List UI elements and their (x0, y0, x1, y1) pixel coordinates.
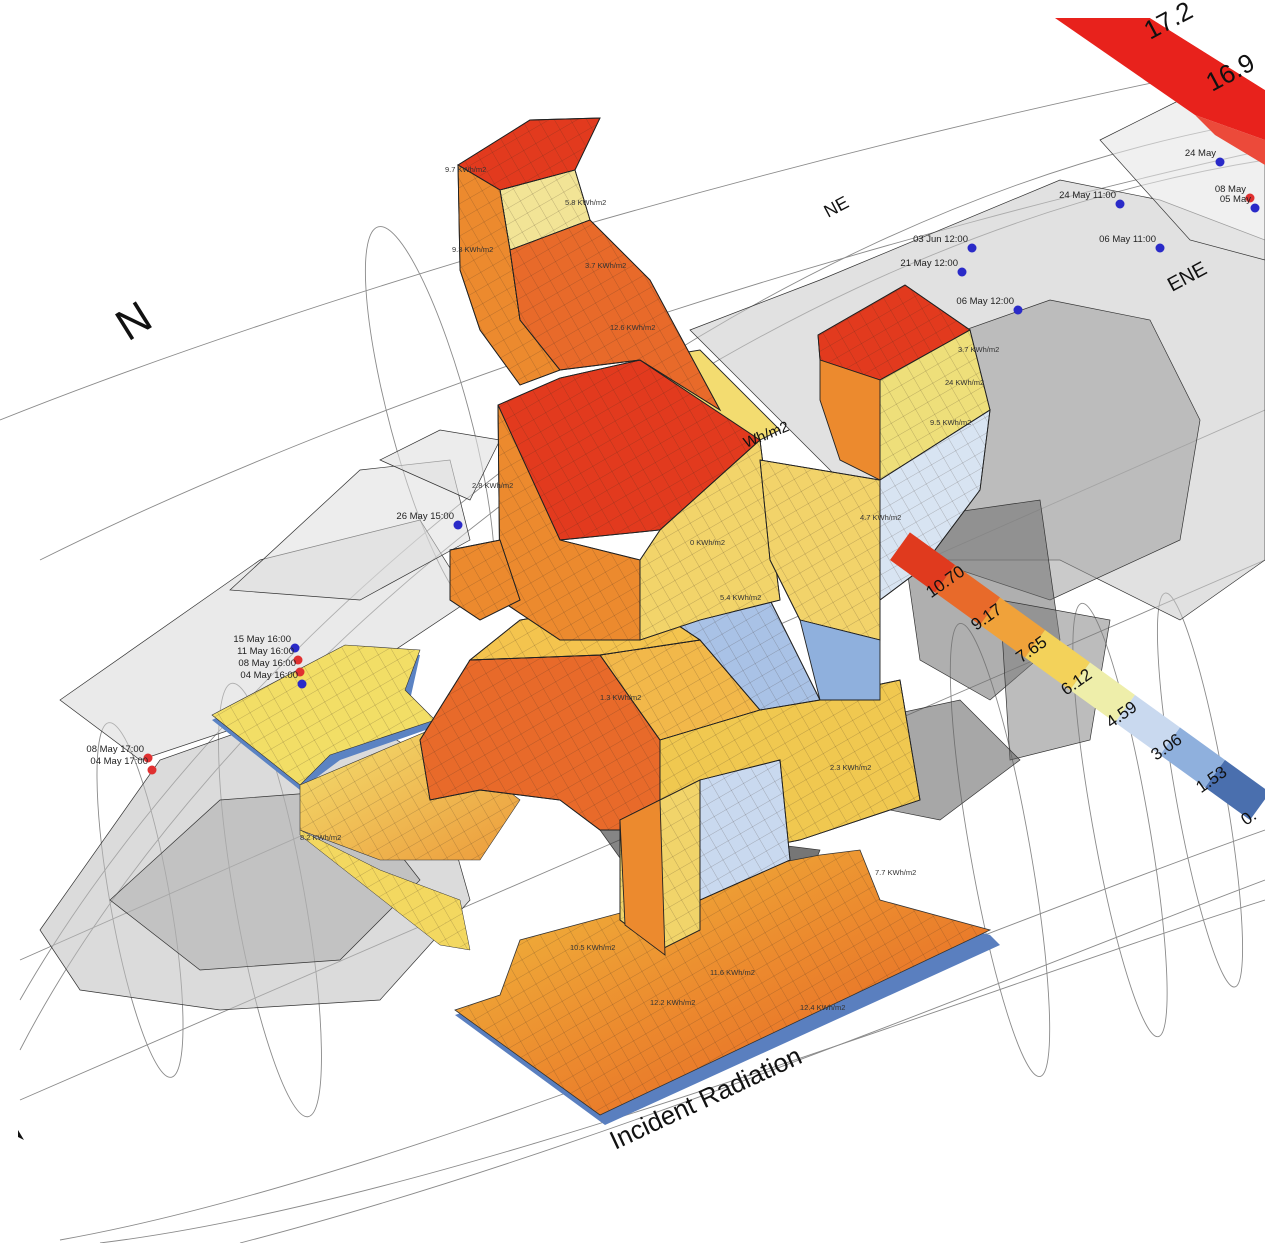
radiation-value-label: 10.5 KWh/m2 (570, 943, 615, 952)
sun-point-marker (968, 244, 977, 253)
radiation-value-label: 4.7 KWh/m2 (860, 513, 901, 522)
sun-point-marker (1216, 158, 1225, 167)
sun-point-label: 04 May 16:00 (240, 670, 298, 681)
sun-point-label: 21 May 12:00 (900, 258, 958, 269)
sun-point-label: 24 May 11:00 (1059, 190, 1116, 201)
radiation-value-label: 24 KWh/m2 (945, 378, 984, 387)
sun-point-marker (958, 268, 967, 277)
radiation-value-label: 8.2 KWh/m2 (300, 833, 341, 842)
radiation-value-label: 2.8 KWh/m2 (472, 481, 513, 490)
sun-point-label: 24 May (1185, 148, 1216, 159)
sun-point-label: 04 May 17:00 (90, 756, 148, 767)
north-arrow-icon (18, 1130, 24, 1140)
radiation-value-label: 2.3 KWh/m2 (830, 763, 871, 772)
sun-point-marker (454, 521, 463, 530)
radiation-value-label: 3.7 KWh/m2 (585, 261, 626, 270)
compass-northeast: NE (820, 192, 851, 221)
sun-point-label: 06 May 11:00 (1099, 234, 1156, 245)
sun-point-label: 08 May 16:00 (238, 658, 296, 669)
sun-point-label: 03 Jun 12:00 (913, 234, 968, 245)
radiation-value-label: 12.6 KWh/m2 (610, 323, 655, 332)
radiation-value-label: 5.4 KWh/m2 (720, 593, 761, 602)
sun-point-marker (1251, 204, 1260, 213)
radiation-value-label: 9.5 KWh/m2 (930, 418, 971, 427)
compass-north: N (107, 292, 160, 350)
radiation-value-label: 9.7 KWh/m2 (445, 165, 486, 174)
sun-point-marker (1156, 244, 1165, 253)
sun-point-label: 05 May (1220, 194, 1251, 205)
radiation-value-label: 11.6 KWh/m2 (710, 968, 755, 977)
sun-point-marker (298, 680, 307, 689)
radiation-value-label: 1.3 KWh/m2 (600, 693, 641, 702)
radiation-value-label: 0 KWh/m2 (690, 538, 725, 547)
sun-point-marker (148, 766, 157, 775)
sun-point-label: 06 May 12:00 (956, 296, 1014, 307)
radiation-value-label: 3.7 KWh/m2 (958, 345, 999, 354)
sun-point-marker (1116, 200, 1125, 209)
sun-point-marker (1014, 306, 1023, 315)
sun-point-label: 26 May 15:00 (396, 511, 454, 522)
radiation-value-label: 5.8 KWh/m2 (565, 198, 606, 207)
radiation-value-label: 9.3 KWh/m2 (452, 245, 493, 254)
radiation-value-label: 12.2 KWh/m2 (650, 998, 695, 1007)
radiation-value-label: 7.7 KWh/m2 (875, 868, 916, 877)
sun-point-label: 11 May 16:00 (237, 646, 294, 657)
radiation-value-label: 12.4 KWh/m2 (800, 1003, 845, 1012)
sun-point-label: 08 May 17:00 (86, 744, 144, 755)
sun-point-label: 15 May 16:00 (233, 634, 291, 645)
